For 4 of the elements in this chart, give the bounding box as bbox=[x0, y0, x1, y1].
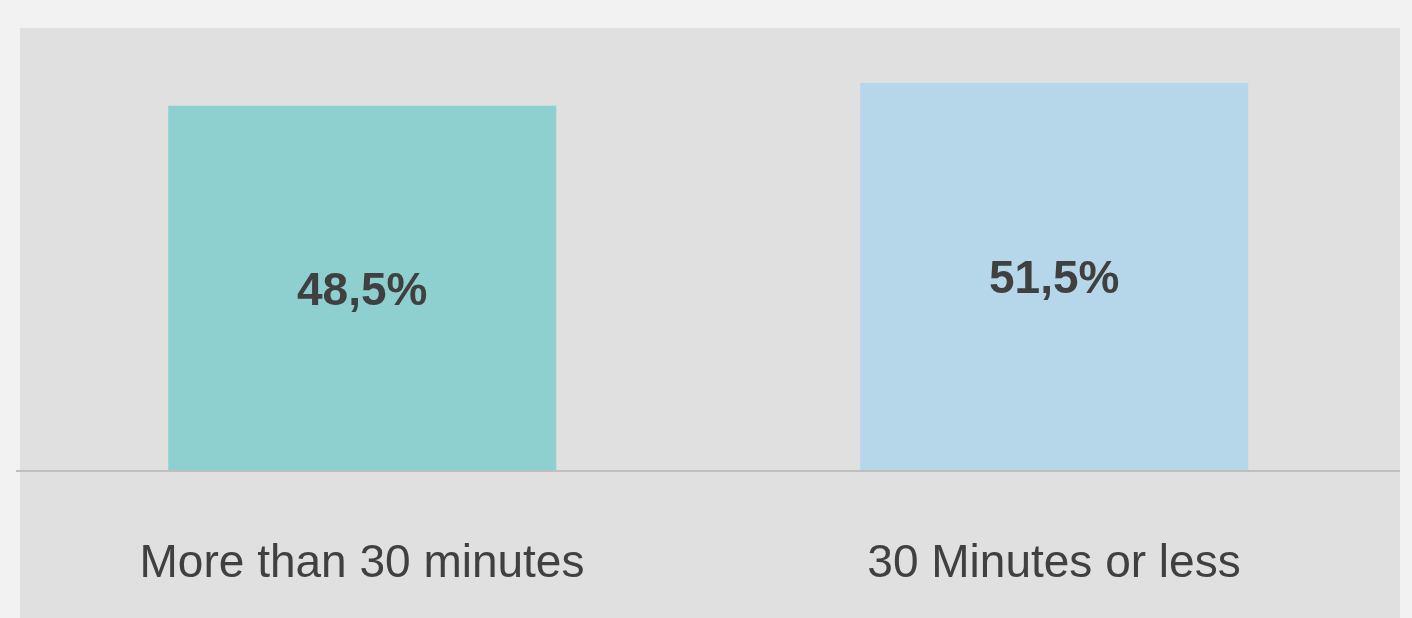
x-tick-label: More than 30 minutes bbox=[139, 535, 585, 587]
x-tick-label: 30 Minutes or less bbox=[867, 535, 1241, 587]
data-label: 51,5% bbox=[989, 251, 1120, 304]
data-label: 48,5% bbox=[297, 262, 428, 315]
